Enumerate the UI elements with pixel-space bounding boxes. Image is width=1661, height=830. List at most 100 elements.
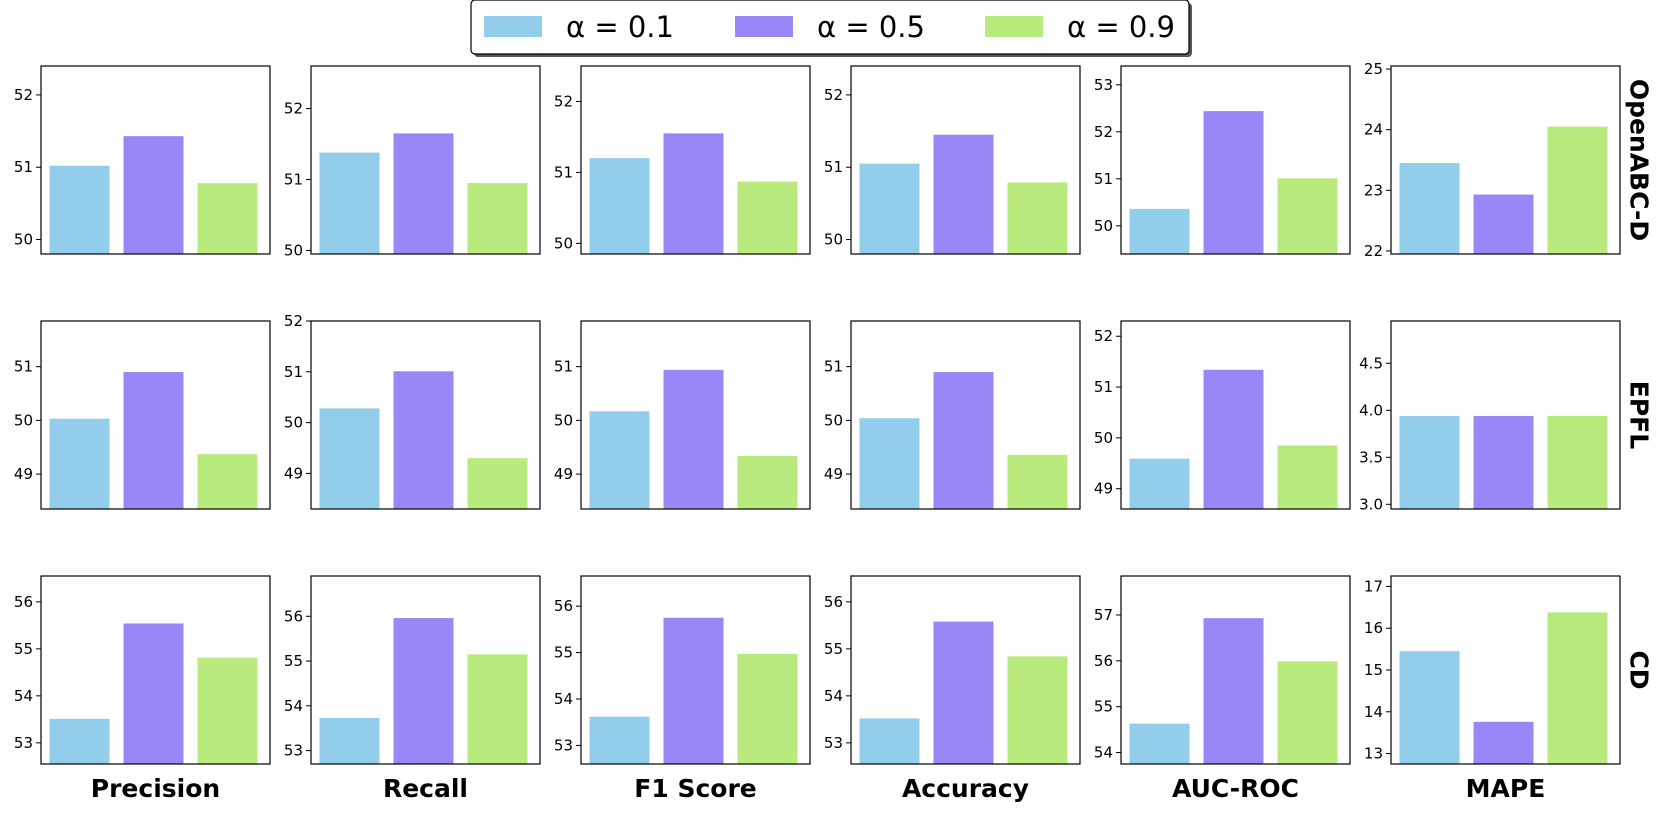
bar-2 [663,617,724,764]
y-tick-label: 4.5 [1359,354,1383,372]
y-tick-label: 3.5 [1359,448,1383,466]
y-tick-label: 50 [824,231,843,249]
y-tick-label: 17 [1364,577,1383,595]
bar-1 [589,716,650,764]
bar-2 [933,372,994,509]
y-tick-label: 24 [1364,121,1383,139]
bar-1 [49,165,110,254]
panel-frame [850,320,1081,510]
y-tick-label: 49 [824,465,843,483]
panel-frame [310,575,541,765]
y-tick-label: 54 [14,687,33,705]
bar-1 [1129,723,1190,764]
bar-3 [1277,445,1338,509]
y-tick-label: 52 [554,92,573,110]
legend-label-2: α = 0.5 [817,10,925,44]
panel-epfl-recall: 49 50 51 52 [284,312,541,510]
y-tick-label: 23 [1364,181,1383,199]
y-tick-label: 51 [284,363,303,381]
y-tick-label: 51 [14,158,33,176]
bar-1 [589,158,650,254]
panel-cd-recall: 53 54 55 56 [284,575,541,765]
bar-2 [933,134,994,254]
bar-1 [319,152,380,254]
bar-2 [1473,415,1534,509]
y-tick-label: 56 [554,597,573,615]
column-label: Accuracy [902,774,1029,803]
y-tick-label: 15 [1364,661,1383,679]
y-tick-label: 49 [554,465,573,483]
y-tick-label: 55 [14,640,33,658]
panel-cd-accuracy: 53 54 55 56 [824,575,1081,765]
legend-swatch-1 [484,16,542,37]
bar-3 [737,181,798,254]
panel-frame [40,320,271,510]
y-tick-label: 56 [284,607,303,625]
panel-openabc-d-f1-score: 50 51 52 [554,65,811,255]
row-label: OpenABC-D [1625,79,1654,241]
bar-3 [1007,454,1068,509]
column-label: Recall [383,774,468,803]
y-tick-label: 55 [284,652,303,670]
bar-3 [1277,178,1338,254]
bar-3 [1547,126,1608,254]
y-tick-label: 53 [554,736,573,754]
y-tick-label: 22 [1364,242,1383,260]
panel-frame [580,575,811,765]
y-tick-label: 55 [824,640,843,658]
bar-3 [737,653,798,764]
y-tick-label: 51 [824,158,843,176]
y-tick-label: 50 [824,411,843,429]
y-tick-label: 51 [284,171,303,189]
y-tick-label: 51 [554,358,573,376]
bar-2 [663,369,724,509]
panel-frame [1120,320,1351,510]
y-tick-label: 50 [554,411,573,429]
bar-1 [319,717,380,764]
panel-openabc-d-mape: 22 23 24 25 [1364,60,1621,260]
bar-2 [1203,618,1264,764]
column-label: Precision [91,774,220,803]
y-tick-label: 50 [284,241,303,259]
bar-1 [319,408,380,509]
bar-1 [49,418,110,509]
y-tick-label: 50 [14,231,33,249]
y-tick-label: 49 [1094,480,1113,498]
legend-label-3: α = 0.9 [1067,10,1175,44]
bar-1 [1399,163,1460,254]
panel-openabc-d-auc-roc: 50 51 52 53 [1094,65,1351,255]
column-label: MAPE [1466,774,1546,803]
y-tick-label: 25 [1364,60,1383,78]
y-tick-label: 49 [284,464,303,482]
y-tick-label: 52 [824,86,843,104]
y-tick-label: 52 [284,312,303,330]
panel-cd-mape: 13 14 15 16 17 [1364,575,1621,765]
y-tick-label: 50 [284,414,303,432]
y-tick-label: 57 [1094,606,1113,624]
bar-1 [859,718,920,764]
panel-frame [850,65,1081,255]
bar-1 [859,163,920,254]
legend-label-1: α = 0.1 [566,10,674,44]
legend-swatch-3 [985,16,1043,37]
bar-1 [589,411,650,509]
bar-2 [393,618,454,764]
y-tick-label: 51 [554,163,573,181]
bar-3 [737,455,798,509]
bar-1 [1129,458,1190,509]
y-tick-label: 52 [14,86,33,104]
panel-frame [310,65,541,255]
bar-3 [197,454,258,509]
bar-2 [663,133,724,254]
panel-frame [310,320,541,510]
panel-cd-auc-roc: 54 55 56 57 [1094,575,1351,765]
bar-2 [1473,721,1534,764]
bar-2 [933,621,994,764]
panel-frame [1390,65,1621,255]
panel-epfl-accuracy: 49 50 51 [824,320,1081,510]
legend: α = 0.1 α = 0.5 α = 0.9 [470,0,1192,57]
y-tick-label: 54 [824,687,843,705]
panel-cd-precision: 53 54 55 56 [14,575,271,765]
y-tick-label: 51 [14,358,33,376]
